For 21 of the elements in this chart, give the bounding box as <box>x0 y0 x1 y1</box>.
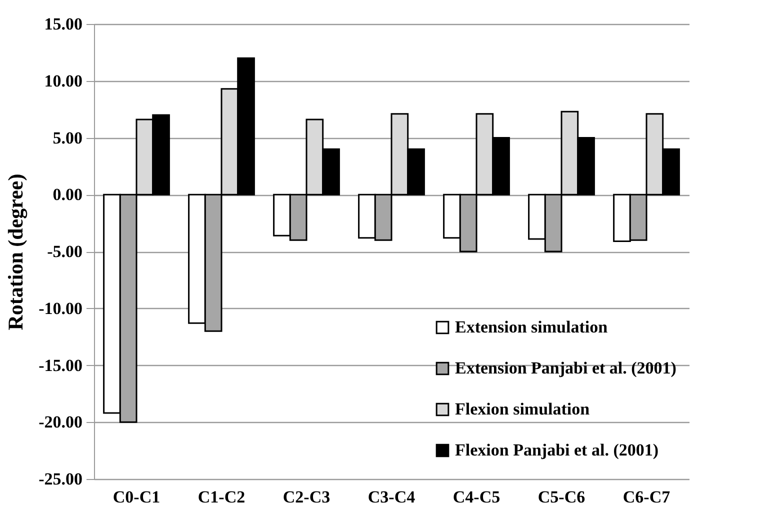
x-tick-label: C0-C1 <box>112 488 160 506</box>
legend-label: Extension Panjabi et al. (2001) <box>455 358 676 378</box>
x-tick-label: C1-C2 <box>198 488 246 506</box>
legend-label: Extension simulation <box>455 318 608 336</box>
y-tick-label: -5.00 <box>47 242 82 261</box>
y-tick-label: -20.00 <box>38 412 82 432</box>
y-tick-label: 0.00 <box>52 185 82 204</box>
y-tick-label: 15.00 <box>44 14 82 34</box>
y-tick-label: 10.00 <box>44 71 82 90</box>
y-tick-label: -15.00 <box>38 356 82 375</box>
y-axis-title: Rotation (degree) <box>4 174 28 330</box>
legend-label: Flexion Panjabi et al. (2001) <box>455 440 659 460</box>
x-tick-label: C4-C5 <box>452 488 500 506</box>
y-tick-label: -10.00 <box>38 298 82 318</box>
y-tick-label: 5.00 <box>52 128 82 148</box>
y-tick-label: -25.00 <box>38 470 82 488</box>
legend-label: Flexion simulation <box>455 400 590 418</box>
x-tick-label: C3-C4 <box>368 488 416 506</box>
x-tick-label: C6-C7 <box>622 488 671 506</box>
x-tick-label: C2-C3 <box>282 488 330 506</box>
x-tick-label: C5-C6 <box>538 488 586 506</box>
